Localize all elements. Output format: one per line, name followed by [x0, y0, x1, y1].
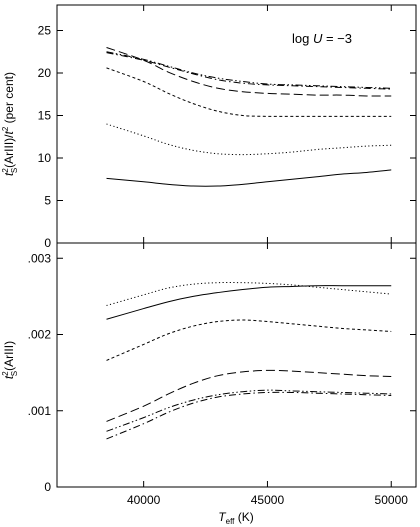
series-line-short-dash-bottom [106, 319, 392, 361]
y-tick-label-top: 5 [44, 194, 51, 208]
x-axis-label: Teff (K) [218, 510, 253, 526]
top-ticks: 0 5 10 15 20 25 [38, 5, 416, 250]
plot-frame-bottom [56, 242, 417, 488]
panel-top: 0 5 10 15 20 25 log U = −3 t2S(ArIII)/t2 (per… [1, 4, 417, 250]
y-tick-label-top: 20 [38, 66, 52, 80]
y-tick-label-top: 0 [44, 236, 51, 250]
series-line-dash-dot-dot-bottom [106, 389, 392, 432]
series-line-dotted-top [106, 123, 392, 156]
y-tick-label-bottom: .001 [28, 404, 52, 418]
y-axis-label-bottom: t2S(ArIII) [1, 341, 19, 379]
series-line-long-dash-top [106, 47, 392, 97]
bottom-series [106, 282, 392, 440]
x-tick-label: 40000 [127, 493, 161, 507]
y-tick-label-bottom: .002 [28, 328, 52, 342]
y-tick-label-bottom: .003 [28, 251, 52, 265]
y-tick-label-top: 15 [38, 109, 52, 123]
series-line-solid-bottom [106, 285, 392, 320]
x-tick-label: 50000 [375, 493, 409, 507]
y-axis-label-top: t2S(ArIII)/t2 (per cent) [1, 72, 19, 176]
annotation-log-u: log U = −3 [292, 31, 352, 46]
x-tick-label: 45000 [251, 493, 285, 507]
y-tick-label-top: 25 [38, 24, 52, 38]
bottom-ticks: 0 .001 .002 .003 40000 45000 50000 [28, 243, 416, 507]
top-series [106, 47, 392, 187]
series-line-dotted-bottom [106, 282, 392, 307]
plot-frame-top [56, 4, 417, 244]
series-line-dash-dot-top [106, 52, 392, 90]
series-line-solid-top [106, 169, 392, 187]
y-tick-label-bottom: 0 [44, 480, 51, 494]
series-line-dash-dot-dot-top [106, 51, 392, 89]
y-tick-label-top: 10 [38, 151, 52, 165]
series-line-long-dash-bottom [106, 369, 392, 422]
